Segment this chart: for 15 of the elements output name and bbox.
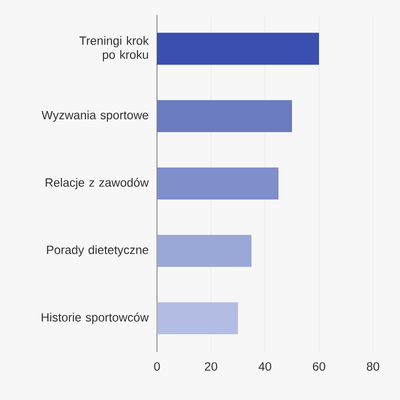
bar xyxy=(157,32,319,65)
y-tick-label: Relacje z zawodów xyxy=(46,178,149,190)
x-tick-label: 40 xyxy=(258,362,272,371)
bar xyxy=(157,302,238,334)
bar xyxy=(157,168,278,200)
bar xyxy=(157,100,292,132)
x-tick-label: 60 xyxy=(312,362,326,371)
bar xyxy=(157,234,252,267)
y-tick-label: Treningi krok po kroku xyxy=(79,36,149,62)
y-tick-label: Historie sportowców xyxy=(42,312,149,324)
x-tick-label: 20 xyxy=(204,362,218,371)
x-tick-label: 0 xyxy=(154,362,160,371)
y-tick-label: Porady dietetyczne xyxy=(47,245,148,256)
x-tick-label: 80 xyxy=(366,362,380,371)
y-tick-label: Wyzwania sportowe xyxy=(42,110,148,122)
